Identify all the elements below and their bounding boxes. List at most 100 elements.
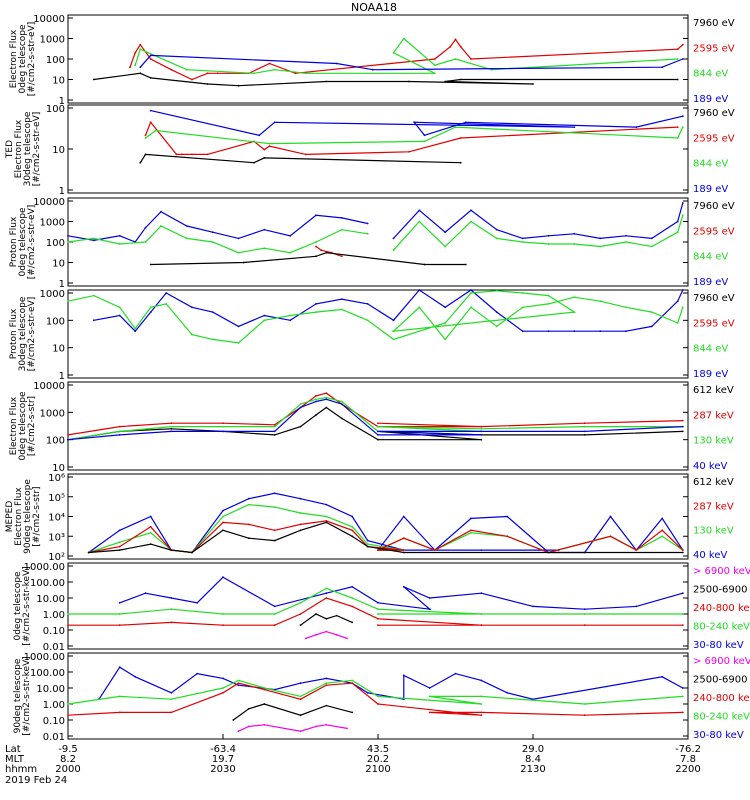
legend-entry: 240-800 ke (693, 693, 750, 704)
y-axis-label: 0deg telescope (18, 391, 28, 461)
data-point (247, 725, 250, 728)
y-axis-label: 0deg telescope (18, 207, 28, 277)
y-tick-label: 0.10 (43, 716, 65, 727)
legend-entry: 80-240 keV (693, 712, 750, 723)
y-tick-label: 1000 (40, 35, 65, 46)
data-point (521, 292, 524, 294)
series-line-7960-ev (93, 72, 678, 87)
y-axis-label: Proton Flux (9, 308, 19, 359)
data-point (470, 531, 472, 534)
data-point (139, 72, 142, 75)
y-tick-label: 100.00 (30, 668, 65, 679)
y-tick-label: 100.00 (30, 578, 65, 589)
x-tick-hhmm: 2000 (55, 764, 80, 775)
y-tick-label: 10.00 (36, 684, 65, 695)
y-tick-label: 1 (59, 96, 65, 107)
data-point (625, 306, 627, 309)
data-point (681, 126, 684, 128)
data-point (650, 237, 653, 240)
data-point (521, 306, 524, 309)
data-point (325, 520, 328, 522)
legend-entry: 80-240 keV (693, 622, 750, 633)
data-point (222, 425, 224, 428)
data-point (315, 214, 317, 217)
legend-entry: 7960 eV (693, 201, 735, 212)
legend-entry: 287 keV (693, 410, 734, 421)
data-point (134, 330, 137, 333)
data-point (299, 425, 302, 428)
x-tick-lat: -76.2 (675, 744, 701, 755)
legend-entry: 7960 eV (693, 108, 735, 119)
data-point (459, 78, 462, 81)
data-point (222, 687, 224, 689)
data-point (253, 161, 255, 164)
data-point (573, 330, 576, 333)
data-point (340, 217, 343, 219)
data-point (211, 338, 214, 341)
data-point (470, 292, 472, 294)
data-point (196, 672, 199, 675)
data-point (170, 68, 173, 71)
legend-entry: 7960 eV (693, 293, 735, 304)
data-point (325, 592, 328, 595)
data-point (340, 298, 343, 300)
data-point (299, 613, 302, 615)
data-point (423, 134, 426, 137)
data-point (625, 330, 627, 333)
data-point (418, 306, 421, 309)
data-point (273, 605, 276, 608)
legend-entry: 844 eV (693, 69, 728, 80)
data-point (681, 214, 684, 217)
series-line-40-kev (67, 398, 683, 441)
legend-entry: 844 eV (693, 159, 728, 170)
data-point (149, 525, 152, 528)
data-point (154, 129, 157, 132)
data-point (325, 630, 328, 633)
data-point (402, 551, 405, 554)
data-point (325, 704, 328, 707)
data-point (222, 529, 224, 532)
data-point (661, 675, 664, 678)
data-point (170, 597, 173, 599)
data-point (222, 521, 224, 524)
data-point (454, 672, 457, 675)
data-point (237, 84, 240, 87)
data-point (139, 161, 142, 164)
data-point (185, 237, 188, 240)
data-point (144, 153, 147, 156)
data-point (681, 687, 684, 689)
data-point (170, 691, 173, 694)
data-point (428, 687, 431, 689)
data-point (144, 226, 147, 229)
data-point (247, 537, 250, 540)
data-point (402, 674, 405, 677)
y-axis-label: Electron Flux (14, 119, 24, 178)
legend-entry: 189 eV (693, 184, 728, 195)
series-line-189-ev (139, 54, 684, 71)
series-line--6900-kev (238, 724, 348, 732)
data-point (377, 438, 379, 441)
data-point (454, 126, 457, 128)
series-line-7960-ev (150, 252, 466, 266)
y-tick-label: 10² (48, 552, 65, 563)
data-point (428, 695, 431, 698)
data-point (573, 126, 576, 128)
data-point (433, 64, 436, 67)
data-point (175, 153, 178, 156)
data-point (377, 422, 379, 425)
data-point (377, 434, 379, 436)
data-point (299, 682, 302, 685)
y-axis-label: 30deg telescope (23, 111, 33, 186)
data-point (599, 245, 602, 248)
data-point (681, 43, 684, 46)
data-point (315, 633, 317, 636)
data-point (532, 605, 534, 608)
data-point (346, 637, 348, 640)
y-tick-label: 1000 (40, 289, 65, 300)
data-point (340, 417, 343, 420)
legend-entry: 2595 eV (693, 43, 735, 54)
data-point (681, 115, 684, 118)
legend-entry: 2500-6900 (693, 585, 748, 596)
data-point (366, 539, 369, 542)
data-point (258, 134, 261, 137)
